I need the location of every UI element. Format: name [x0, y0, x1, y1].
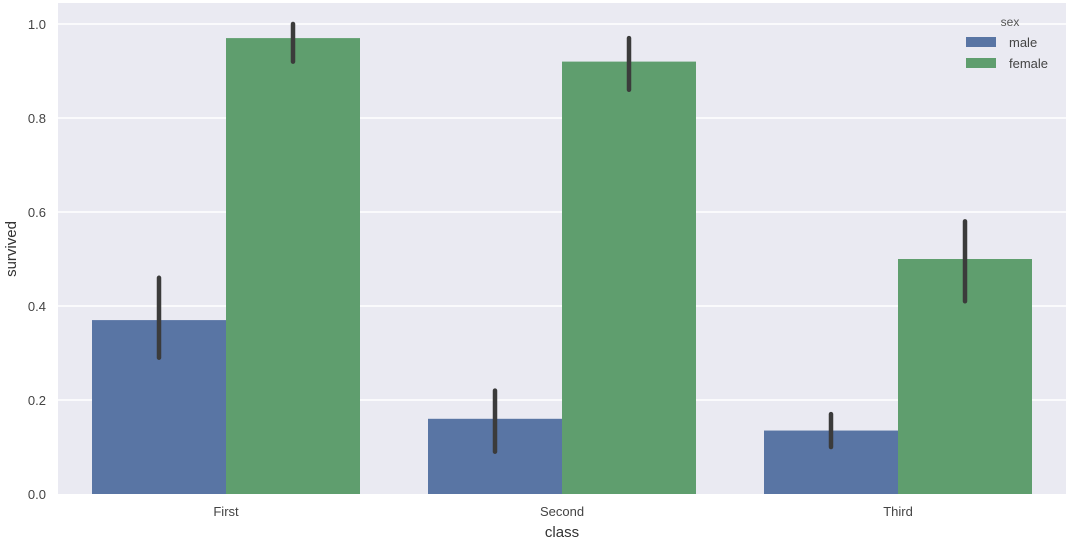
x-axis-label: class: [545, 524, 579, 541]
x-tick-label: Third: [883, 504, 913, 519]
legend-swatch-female: [966, 58, 996, 68]
y-tick-label: 0.6: [28, 205, 46, 220]
legend-item-male: male: [966, 35, 1037, 50]
legend-title: sex: [1001, 15, 1020, 29]
legend-swatch-male: [966, 37, 996, 47]
y-tick-label: 0.4: [28, 299, 46, 314]
bars: [92, 38, 1032, 494]
y-tick-label: 0.2: [28, 393, 46, 408]
x-tick-label: First: [213, 504, 239, 519]
y-axis-label: survived: [3, 221, 20, 277]
error-bars: [156, 21, 968, 454]
y-axis-ticks: 0.0 0.2 0.4 0.6 0.8 1.0: [28, 17, 46, 502]
legend-item-female: female: [966, 56, 1048, 71]
x-axis-ticks: First Second Third: [213, 504, 912, 519]
x-tick-label: Second: [540, 504, 584, 519]
bar-first-female: [226, 38, 360, 494]
y-tick-label: 0.8: [28, 111, 46, 126]
y-tick-label: 0.0: [28, 487, 46, 502]
legend-label-male: male: [1009, 35, 1037, 50]
y-tick-label: 1.0: [28, 17, 46, 32]
bar-second-female: [562, 61, 696, 494]
legend-label-female: female: [1009, 56, 1048, 71]
legend: sex male female: [966, 15, 1048, 71]
